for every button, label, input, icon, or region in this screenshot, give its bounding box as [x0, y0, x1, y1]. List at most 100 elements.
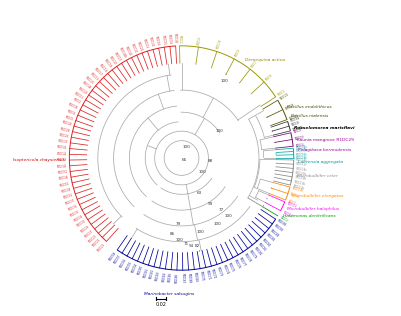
Text: 100: 100	[216, 129, 223, 133]
Text: 86: 86	[170, 232, 175, 236]
Text: R3DC49: R3DC49	[61, 187, 72, 194]
Text: R3DC1: R3DC1	[72, 98, 81, 105]
Text: R3DC2: R3DC2	[177, 35, 182, 43]
Text: R3DC13: R3DC13	[113, 52, 122, 62]
Text: R3DC62: R3DC62	[149, 269, 155, 279]
Text: R3DC48: R3DC48	[81, 81, 91, 90]
Text: R3DC46b: R3DC46b	[118, 47, 127, 59]
Text: 77: 77	[219, 208, 224, 212]
Text: R3DC20: R3DC20	[136, 40, 143, 51]
Text: R3DC33: R3DC33	[57, 139, 68, 144]
Text: R3DC45: R3DC45	[57, 152, 67, 156]
Text: R3DC17: R3DC17	[93, 67, 103, 77]
Text: R3DC35: R3DC35	[70, 209, 81, 217]
Text: R3DC47: R3DC47	[108, 55, 117, 65]
Text: R3DC4: R3DC4	[197, 36, 202, 45]
Text: R3DC14b: R3DC14b	[294, 179, 306, 186]
Text: R3DC53: R3DC53	[57, 158, 67, 162]
Text: R3DC72: R3DC72	[210, 268, 217, 279]
Text: R3DC27: R3DC27	[83, 229, 94, 239]
Text: R3DC60: R3DC60	[137, 265, 144, 276]
Text: Isoptericola chaysiensis: Isoptericola chaysiensis	[13, 158, 65, 162]
Text: Bacillus endolithicus: Bacillus endolithicus	[287, 105, 331, 109]
Text: R3DC10: R3DC10	[160, 34, 166, 45]
Text: Kaunia mangrove R1DC29: Kaunia mangrove R1DC29	[297, 138, 354, 142]
Text: R3DC80: R3DC80	[253, 246, 262, 256]
Text: R2DC57: R2DC57	[294, 135, 305, 141]
Text: R2DC1: R2DC1	[287, 199, 297, 206]
Text: R3DC57: R3DC57	[113, 254, 122, 265]
Text: R3DC39: R3DC39	[216, 39, 223, 50]
Text: R3DC19: R3DC19	[167, 33, 172, 44]
Text: R3DC56: R3DC56	[119, 257, 128, 268]
Text: 100: 100	[220, 79, 228, 82]
Text: R3DC15: R3DC15	[142, 38, 149, 49]
Text: R3DC9: R3DC9	[234, 48, 241, 58]
Text: R3DC77: R3DC77	[238, 256, 246, 267]
Text: R3DC40: R3DC40	[124, 46, 132, 56]
Text: R3DC12: R3DC12	[89, 71, 99, 81]
Text: R3DC29b: R3DC29b	[296, 156, 308, 160]
Text: Microbulbifer halophilus: Microbulbifer halophilus	[287, 207, 339, 211]
Text: R3DC18: R3DC18	[103, 58, 112, 69]
Text: R2DC28: R2DC28	[284, 102, 295, 110]
Text: R3DC54: R3DC54	[131, 263, 138, 274]
Text: 65: 65	[181, 158, 187, 161]
Text: R3DC32: R3DC32	[148, 37, 154, 48]
Text: R3DC74: R3DC74	[221, 264, 229, 275]
Text: Microbulbifer elongatus: Microbulbifer elongatus	[292, 194, 344, 198]
Text: R3DC51: R3DC51	[57, 170, 68, 175]
Text: R3DC11c: R3DC11c	[296, 162, 308, 167]
Text: R3DC24b: R3DC24b	[296, 145, 308, 150]
Text: R3DC67: R3DC67	[181, 273, 185, 283]
Text: R3DC7: R3DC7	[250, 59, 259, 69]
Text: R2DC41: R2DC41	[290, 192, 301, 199]
Text: R3DC5: R3DC5	[65, 115, 74, 122]
Text: R3DC66: R3DC66	[174, 272, 179, 283]
Text: R3DC6: R3DC6	[265, 73, 273, 82]
Text: Labrenzia aggregata: Labrenzia aggregata	[298, 160, 343, 164]
Text: R3DC55: R3DC55	[125, 260, 133, 271]
Text: R3DC73: R3DC73	[216, 266, 223, 277]
Text: R3DC43: R3DC43	[61, 120, 72, 127]
Text: R2DC14b: R2DC14b	[292, 186, 304, 193]
Text: R3DC63: R3DC63	[155, 270, 161, 281]
Text: R3DC37: R3DC37	[65, 198, 76, 206]
Text: R3DC23: R3DC23	[87, 234, 98, 243]
Text: R3DC76: R3DC76	[233, 259, 241, 270]
Text: R3DC25: R3DC25	[85, 76, 95, 86]
Text: Microbulbifer celer: Microbulbifer celer	[297, 174, 338, 178]
Text: R3DC31: R3DC31	[130, 43, 138, 54]
Text: R3DC64: R3DC64	[162, 271, 167, 282]
Text: Pelagibaca bermudensis: Pelagibaca bermudensis	[298, 148, 351, 152]
Text: R3DC85: R3DC85	[273, 224, 284, 233]
Text: R3DC46: R3DC46	[173, 33, 178, 44]
Text: R3DC71: R3DC71	[205, 270, 211, 280]
Text: R2DC4: R2DC4	[296, 143, 304, 148]
Text: 100: 100	[182, 145, 190, 149]
Text: R3DC81: R3DC81	[257, 242, 267, 252]
Text: R3DC44: R3DC44	[58, 176, 69, 181]
Text: R3DC26: R3DC26	[59, 133, 69, 139]
Text: R2DC41b: R2DC41b	[292, 125, 305, 132]
Text: R3DC36: R3DC36	[67, 204, 78, 212]
Text: R3DC20b: R3DC20b	[295, 171, 307, 177]
Text: R3DC41: R3DC41	[57, 145, 67, 150]
Text: R3DC70: R3DC70	[198, 271, 204, 282]
Text: Rosselomorea marisflavi: Rosselomorea marisflavi	[294, 126, 355, 130]
Text: R3DC61: R3DC61	[143, 267, 150, 278]
Text: R3DC24c: R3DC24c	[296, 167, 308, 172]
Text: 100: 100	[214, 222, 222, 226]
Text: R3DC58: R3DC58	[108, 251, 117, 262]
Text: 71: 71	[184, 242, 189, 246]
Text: R3DC84: R3DC84	[269, 228, 280, 238]
Text: 88: 88	[207, 159, 213, 163]
Text: 100: 100	[176, 238, 184, 242]
Text: R2DC3: R2DC3	[279, 216, 288, 223]
Text: R2DC23: R2DC23	[289, 113, 300, 121]
Text: R3DC50: R3DC50	[59, 181, 70, 188]
Text: R3DC75: R3DC75	[227, 262, 235, 273]
Text: R3DC11b: R3DC11b	[292, 184, 305, 191]
Text: Demequina activa: Demequina activa	[245, 58, 285, 62]
Text: Bacillus nialensis: Bacillus nialensis	[291, 114, 328, 118]
